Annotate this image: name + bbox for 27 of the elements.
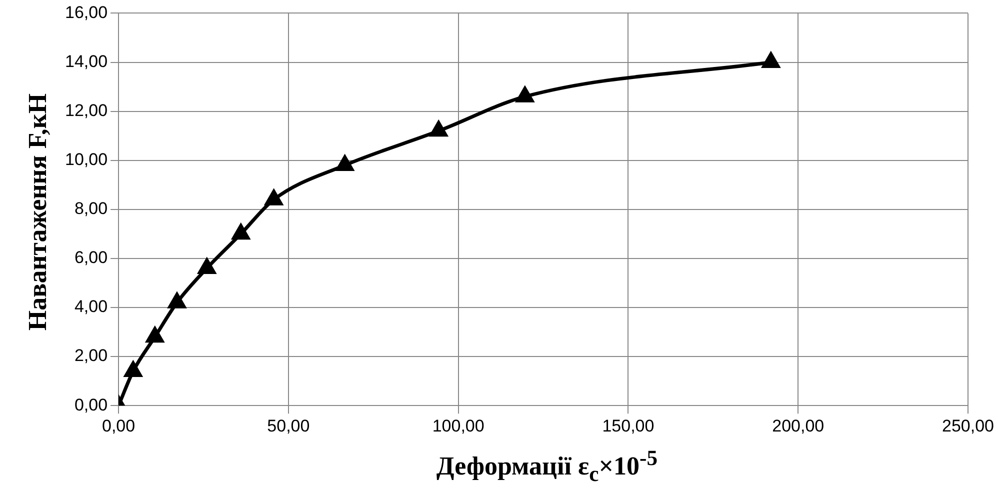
x-tick-label: 50,00 [267,416,310,436]
point [762,52,780,68]
x-tick-label: 100,00 [432,416,484,436]
x-axis-title: Деформації ε$_{c}$×10$^{-5}$ [436,446,658,487]
y-tick-label: 2,00 [74,346,108,366]
y-tick-label: 12,00 [64,100,108,120]
point [146,327,164,343]
x-tick-label: 0,00 [102,416,136,436]
point [430,121,448,137]
y-tick-label: 8,00 [74,199,108,218]
x-tick-label: 250,00 [942,416,994,436]
point [516,86,534,102]
y-tick-label: 10,00 [64,150,108,170]
x-tick-label: 200,00 [772,416,824,436]
point [232,224,250,240]
point [198,258,216,274]
point [168,292,186,308]
y-tick-label: 6,00 [74,248,108,268]
y-tick-label: 16,00 [64,2,108,22]
point [124,362,142,378]
point [336,156,354,172]
y-tick-label: 4,00 [74,297,108,316]
point [265,190,282,206]
y-tick-label: 14,00 [64,52,108,71]
x-tick-label: 150,00 [602,416,654,436]
y-axis-title: Навантаження F,кН [23,93,53,331]
y-tick-label: 0,00 [74,395,108,414]
